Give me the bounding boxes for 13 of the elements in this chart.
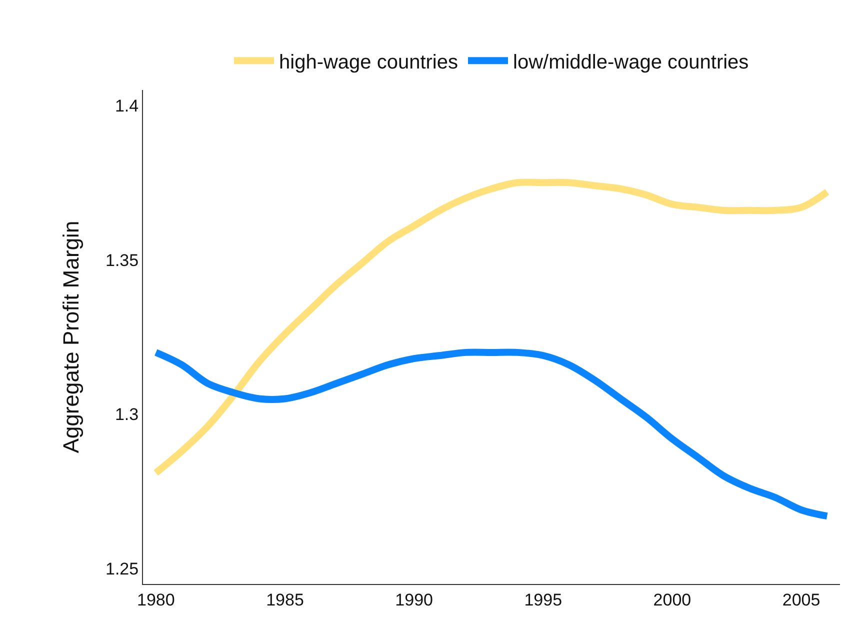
x-tick-label: 1995 <box>524 590 562 610</box>
y-tick-label: 1.3 <box>114 405 139 424</box>
x-tick-label: 1990 <box>395 590 433 610</box>
x-tick-label: 1980 <box>136 590 175 610</box>
y-tick-label: 1.4 <box>114 96 139 116</box>
x-tick-label: 2005 <box>782 590 820 610</box>
y-axis-title: Aggregate Profit Margin <box>58 220 84 454</box>
legend-label: low/middle-wage countries <box>513 51 749 74</box>
legend-label: high-wage countries <box>279 51 458 74</box>
x-tick-label: 1985 <box>266 590 304 610</box>
y-tick-label: 1.25 <box>106 560 139 579</box>
x-tick-label: 2000 <box>653 590 692 610</box>
y-tick-label: 1.35 <box>106 250 139 270</box>
